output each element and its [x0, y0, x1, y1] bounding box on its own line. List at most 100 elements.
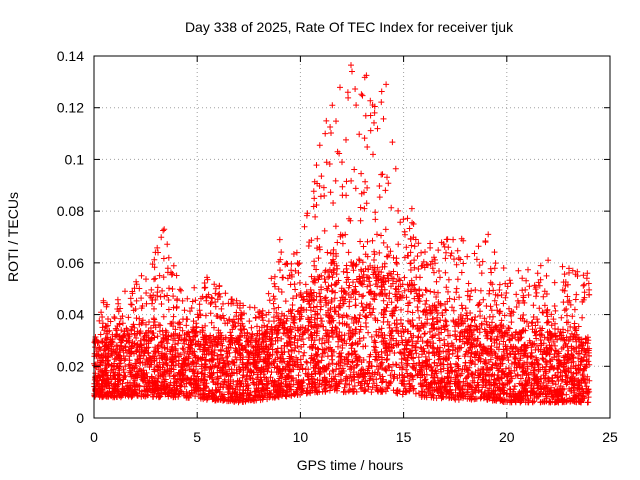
data-point — [561, 271, 568, 278]
data-point — [351, 166, 358, 173]
data-point — [524, 359, 531, 366]
data-point — [191, 284, 198, 291]
data-point — [392, 165, 399, 172]
data-point — [367, 373, 374, 380]
data-point — [383, 304, 390, 311]
data-point — [228, 366, 235, 373]
data-point — [328, 282, 335, 289]
data-point — [443, 249, 449, 256]
data-point — [411, 257, 418, 264]
data-point — [447, 252, 454, 259]
data-point — [486, 359, 492, 365]
data-point — [177, 364, 184, 371]
data-point — [409, 219, 416, 226]
data-point — [476, 301, 482, 308]
data-point — [420, 258, 427, 265]
data-point — [411, 264, 418, 271]
data-point — [534, 342, 540, 349]
data-point — [277, 267, 283, 274]
data-point — [367, 127, 374, 134]
data-point — [164, 292, 171, 299]
data-point — [209, 295, 216, 302]
data-point — [133, 281, 140, 288]
data-point — [449, 304, 455, 311]
data-point — [346, 303, 353, 310]
data-point — [370, 305, 377, 312]
data-point — [447, 360, 454, 367]
data-point — [419, 322, 426, 329]
data-point — [529, 326, 536, 333]
data-point — [308, 371, 315, 377]
data-point — [419, 262, 426, 269]
data-point — [254, 323, 260, 330]
data-point — [266, 362, 273, 368]
data-point — [310, 188, 317, 195]
data-point — [256, 313, 263, 320]
data-point — [122, 288, 128, 295]
data-point — [352, 86, 359, 92]
data-point — [167, 379, 174, 386]
data-point — [151, 276, 157, 283]
data-point — [352, 296, 359, 303]
data-point — [224, 398, 230, 405]
data-point — [265, 290, 272, 297]
data-point — [537, 337, 544, 343]
data-point — [305, 315, 311, 321]
data-point — [364, 144, 371, 150]
data-point — [423, 287, 430, 294]
data-point — [457, 256, 464, 263]
data-point — [308, 331, 315, 337]
data-point — [278, 289, 285, 295]
data-point — [358, 170, 365, 177]
data-point — [312, 213, 319, 220]
data-point — [114, 296, 121, 303]
data-point — [328, 260, 334, 267]
data-point — [128, 301, 135, 308]
data-point — [301, 349, 308, 356]
data-point — [212, 290, 219, 297]
data-point — [111, 314, 118, 320]
data-point — [401, 274, 408, 281]
data-point — [399, 323, 406, 330]
data-point — [435, 247, 442, 254]
data-point — [585, 394, 592, 401]
data-point — [310, 304, 317, 311]
data-point — [122, 363, 129, 370]
data-point — [336, 319, 343, 326]
data-point — [440, 348, 447, 355]
data-point — [212, 299, 219, 305]
data-point — [319, 318, 325, 325]
data-point — [303, 358, 310, 365]
data-point — [564, 281, 571, 288]
data-point — [505, 357, 512, 364]
data-point — [252, 315, 259, 321]
data-point — [232, 354, 239, 360]
data-point — [523, 318, 530, 325]
data-point — [412, 286, 419, 293]
data-point — [297, 361, 304, 368]
data-point — [281, 312, 288, 319]
data-point — [169, 286, 176, 292]
data-point — [131, 324, 138, 331]
data-point — [282, 298, 289, 305]
data-point — [314, 235, 321, 242]
data-point — [362, 313, 369, 320]
data-point — [357, 204, 364, 211]
data-point — [333, 118, 339, 125]
data-point — [246, 304, 253, 311]
data-point — [436, 268, 442, 274]
data-point — [99, 314, 106, 320]
data-point — [564, 312, 570, 319]
data-point — [442, 269, 449, 276]
data-point — [295, 372, 302, 379]
data-point — [562, 342, 569, 349]
data-point — [137, 337, 144, 344]
data-point — [409, 323, 416, 330]
data-point — [161, 293, 168, 300]
data-point — [360, 334, 367, 341]
data-point — [271, 280, 278, 287]
data-point — [434, 319, 441, 325]
data-point — [552, 307, 559, 314]
data-point — [427, 261, 434, 268]
data-point — [507, 280, 514, 287]
